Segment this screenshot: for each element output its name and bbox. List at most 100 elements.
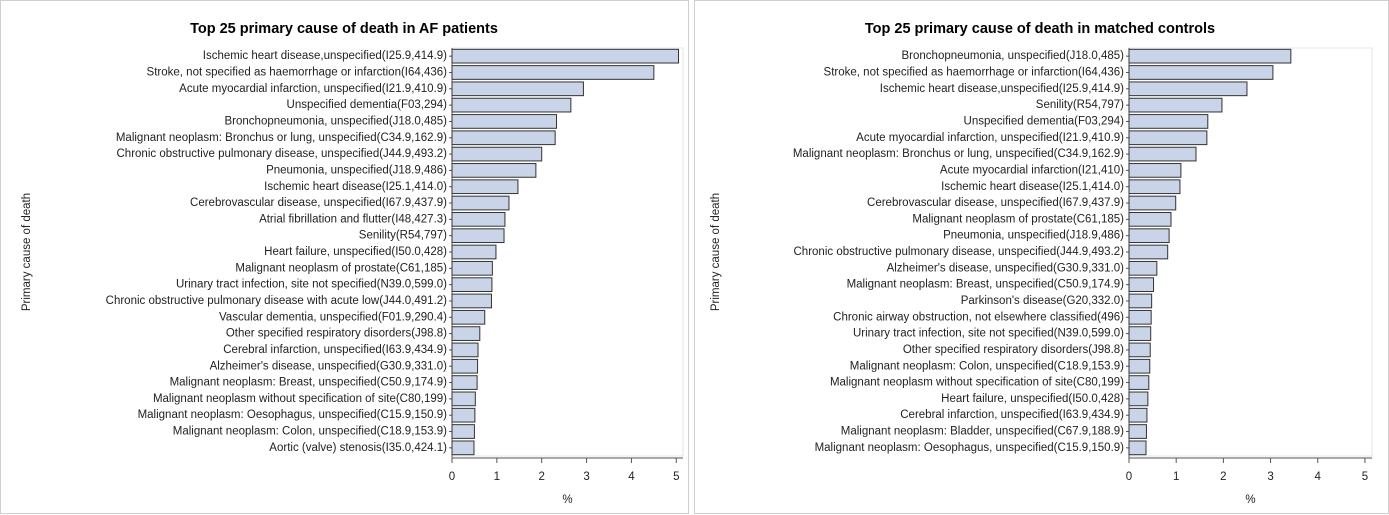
y-tick-label: Atrial fibrillation and flutter(I48,427.… [259, 213, 447, 225]
bar [1128, 260, 1158, 276]
y-tick-label: Bronchopneumonia, unspecified(J18.0,485) [225, 115, 448, 127]
bar [451, 81, 584, 97]
y-tick-label: Urinary tract infection, site not specif… [853, 328, 1124, 340]
y-tick-label: Heart failure, unspecified(I50.0,428) [264, 246, 447, 258]
y-tick-label: Other specified respiratory disorders(J9… [226, 328, 447, 340]
bar [451, 195, 510, 211]
y-tick-label: Cerebral infarction, unspecified(I63.9,4… [223, 344, 447, 356]
x-tick-label: 2 [539, 471, 545, 483]
bar [1128, 130, 1208, 146]
x-axis-label: % [562, 494, 572, 506]
y-tick-label: Ischemic heart disease(I25.1,414.0) [941, 181, 1124, 193]
bar [451, 440, 475, 456]
y-tick-label: Malignant neoplasm: Bronchus or lung, un… [793, 148, 1124, 160]
bar [1128, 309, 1152, 325]
y-axis-label: Primary cause of death [710, 193, 722, 311]
y-tick-label: Chronic obstructive pulmonary disease, u… [117, 148, 448, 160]
bar [1128, 179, 1181, 195]
x-tick-label: 1 [1173, 471, 1179, 483]
y-tick-label: Bronchopneumonia, unspecified(J18.0,485) [902, 50, 1125, 62]
bar [1128, 195, 1177, 211]
bar [451, 228, 505, 244]
x-tick-label: 0 [1126, 471, 1132, 483]
bar [1128, 65, 1274, 80]
y-tick-label: Chronic obstructive pulmonary disease, u… [794, 246, 1125, 258]
y-tick-label: Malignant neoplasm without specification… [153, 393, 447, 405]
bar [1128, 391, 1149, 407]
y-tick-label: Pneumonia, unspecified(J18.9,486) [266, 164, 447, 176]
bar [1128, 293, 1153, 309]
x-tick-label: 4 [1315, 471, 1322, 483]
panel-frame [0, 0, 689, 514]
x-tick-label: 1 [494, 471, 500, 483]
bar [1128, 163, 1182, 178]
bar [451, 260, 493, 276]
bar [451, 146, 543, 162]
y-tick-label: Malignant neoplasm: Colon, unspecified(C… [173, 426, 447, 438]
y-tick-label: Cerebrovascular disease, unspecified(I67… [190, 197, 447, 209]
y-tick-label: Other specified respiratory disorders(J9… [903, 344, 1124, 356]
y-tick-label: Ischemic heart disease,unspecified(I25.9… [203, 50, 447, 62]
y-tick-label: Malignant neoplasm: Oesophagus, unspecif… [815, 442, 1125, 454]
y-tick-label: Chronic airway obstruction, not elsewher… [833, 311, 1124, 323]
bar [451, 309, 486, 325]
bar [1128, 440, 1147, 456]
bar [1128, 97, 1223, 113]
y-tick-label: Pneumonia, unspecified(J18.9,486) [943, 230, 1124, 242]
y-tick-label: Malignant neoplasm: Bladder, unspecified… [841, 426, 1124, 438]
y-tick-label: Chronic obstructive pulmonary disease wi… [106, 295, 448, 307]
bar [1128, 375, 1150, 390]
bar [451, 293, 492, 309]
y-tick-label: Malignant neoplasm of prostate(C61,185) [912, 213, 1124, 225]
y-tick-label: Stroke, not specified as haemorrhage or … [824, 67, 1125, 79]
bar [451, 212, 506, 227]
x-tick-label: 0 [449, 471, 455, 483]
bar [1128, 244, 1169, 260]
y-tick-label: Acute myocardial infarction(I21,410) [940, 164, 1124, 176]
bar [1128, 114, 1209, 129]
bar [1128, 407, 1148, 423]
y-tick-label: Malignant neoplasm of prostate(C61,185) [235, 262, 447, 274]
y-tick-label: Senility(R54,797) [359, 230, 447, 242]
x-tick-label: 5 [673, 471, 679, 483]
y-tick-label: Acute myocardial infarction, unspecified… [179, 83, 447, 95]
bar [1128, 48, 1292, 64]
bar [1128, 277, 1155, 292]
y-tick-label: Aortic (valve) stenosis(I35.0,424.1) [269, 442, 447, 454]
y-tick-label: Acute myocardial infarction, unspecified… [856, 132, 1124, 144]
bar [1128, 81, 1248, 97]
y-tick-label: Malignant neoplasm: Oesophagus, unspecif… [138, 409, 448, 421]
bar [1128, 358, 1151, 374]
x-tick-label: 3 [1267, 471, 1273, 483]
y-tick-label: Cerebrovascular disease, unspecified(I67… [867, 197, 1124, 209]
y-tick-label: Stroke, not specified as haemorrhage or … [147, 67, 448, 79]
bar [451, 391, 476, 407]
bar [451, 277, 493, 292]
bar [451, 179, 519, 195]
bar [1128, 424, 1147, 439]
y-tick-label: Parkinson's disease(G20,332.0) [961, 295, 1124, 307]
bar [451, 97, 572, 113]
y-tick-label: Ischemic heart disease(I25.1,414.0) [264, 181, 447, 193]
y-tick-label: Vascular dementia, unspecified(F01.9,290… [219, 311, 447, 323]
y-tick-label: Alzheimer's disease, unspecified(G30.9,3… [887, 262, 1125, 274]
y-tick-label: Malignant neoplasm: Colon, unspecified(C… [850, 360, 1124, 372]
bar [451, 65, 655, 80]
y-tick-label: Alzheimer's disease, unspecified(G30.9,3… [210, 360, 448, 372]
bar [451, 342, 479, 358]
y-tick-label: Malignant neoplasm: Breast, unspecified(… [847, 279, 1125, 291]
x-tick-label: 2 [1220, 471, 1226, 483]
bar [1128, 228, 1170, 244]
chart-title: Top 25 primary cause of death in matched… [865, 21, 1215, 37]
y-tick-label: Heart failure, unspecified(I50.0,428) [941, 393, 1124, 405]
y-tick-label: Cerebral infarction, unspecified(I63.9,4… [900, 409, 1124, 421]
bar [451, 358, 479, 374]
bar [451, 244, 497, 260]
y-tick-label: Unspecified dementia(F03,294) [964, 115, 1125, 127]
bar [451, 48, 680, 64]
y-tick-label: Senility(R54,797) [1036, 99, 1124, 111]
chart-title: Top 25 primary cause of death in AF pati… [190, 21, 498, 37]
bar [1128, 326, 1152, 341]
bar [451, 326, 481, 341]
